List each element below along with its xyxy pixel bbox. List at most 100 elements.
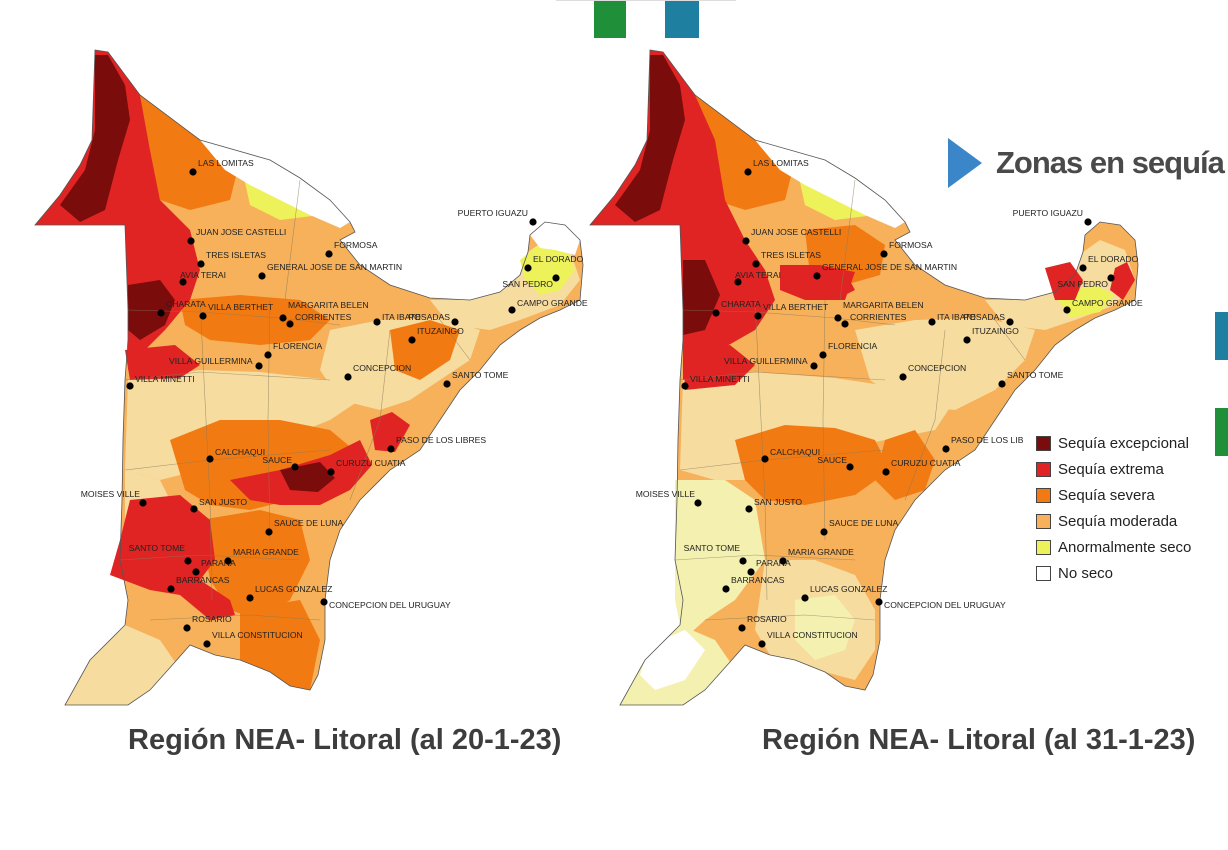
map-caption-right: Región NEA- Litoral (al 31-1-23)	[762, 724, 1196, 756]
city-label: FLORENCIA	[273, 341, 322, 351]
city-marker	[747, 568, 755, 576]
legend-swatch	[1036, 487, 1051, 503]
legend-swatch	[1036, 513, 1051, 529]
city-label: SAN JUSTO	[754, 497, 802, 507]
city-label: SAUCE DE LUNA	[274, 518, 344, 528]
city-marker	[203, 640, 211, 648]
city-label: CHARATA	[166, 299, 206, 309]
city-marker	[779, 557, 787, 565]
city-label: SAUCE DE LUNA	[829, 518, 899, 528]
city-label: ITA IBATE	[382, 312, 421, 322]
city-marker	[846, 463, 854, 471]
city-label: CAMPO GRANDE	[517, 298, 588, 308]
city-label: CONCEPCION	[908, 363, 966, 373]
city-marker	[126, 382, 134, 390]
legend-swatch	[1036, 461, 1051, 477]
city-label: FLORENCIA	[828, 341, 877, 351]
city-label: SANTO TOME	[684, 543, 741, 553]
city-marker	[899, 373, 907, 381]
drought-zone	[125, 345, 200, 380]
district-border	[284, 179, 301, 301]
district-border	[682, 309, 896, 326]
city-label: MARIA GRANDE	[233, 547, 299, 557]
city-label: MOISES VILLE	[636, 489, 695, 499]
district-border	[839, 179, 856, 301]
district-border	[124, 371, 331, 381]
city-label: FORMOSA	[889, 240, 933, 250]
legend-label: Sequía severa	[1058, 486, 1155, 504]
city-label: SAN PEDRO	[1057, 279, 1108, 289]
city-marker	[681, 382, 689, 390]
city-marker	[738, 624, 746, 632]
map-left: LAS LOMITAS JUAN JOSE CASTELLI FORMOSA TRES…	[34, 49, 588, 706]
city-label: CALCHAQUI	[215, 447, 265, 457]
city-label: SAUCE	[262, 455, 292, 465]
district-border	[149, 614, 321, 621]
city-marker	[841, 320, 849, 328]
map-caption-left: Región NEA- Litoral (al 20-1-23)	[128, 724, 562, 756]
legend-item-no-seco: No seco	[1036, 560, 1191, 586]
district-border	[349, 329, 391, 501]
city-marker	[712, 309, 720, 317]
city-label: CAMPO GRANDE	[1072, 298, 1143, 308]
city-marker	[320, 598, 328, 606]
city-label: ITA IBATE	[937, 312, 976, 322]
drought-zone	[110, 495, 235, 620]
district-border	[127, 309, 341, 326]
drought-zone	[370, 412, 410, 452]
city-label: VILLA BERTHET	[763, 302, 829, 312]
drought-zone	[675, 480, 765, 640]
drought-zone	[683, 260, 720, 335]
drought-zone	[60, 55, 130, 222]
city-marker	[963, 336, 971, 344]
city-label: GENERAL JOSE DE SAN MARTIN	[822, 262, 957, 272]
city-label: SAN JUSTO	[199, 497, 247, 507]
deco-line-top	[556, 0, 736, 1]
city-label: MOISES VILLE	[81, 489, 140, 499]
city-label: MARGARITA BELEN	[843, 300, 924, 310]
city-label: VILLA GUILLERMINA	[724, 356, 808, 366]
city-label: MARGARITA BELEN	[288, 300, 369, 310]
city-marker	[373, 318, 381, 326]
city-label: CURUZU CUATIA	[891, 458, 961, 468]
drought-zone	[180, 295, 330, 345]
city-label: SANTO TOME	[1007, 370, 1064, 380]
city-marker	[199, 312, 207, 320]
legend-item-excepcional: Sequía excepcional	[1036, 430, 1191, 456]
legend-item-moderada: Sequía moderada	[1036, 508, 1191, 534]
drought-zone	[1110, 262, 1135, 300]
city-label: POSADAS	[408, 312, 450, 322]
city-label: EL DORADO	[533, 254, 584, 264]
city-label: VILLA MINETTI	[135, 374, 195, 384]
drought-zone	[855, 318, 1035, 410]
city-marker	[524, 264, 532, 272]
city-marker	[694, 499, 702, 507]
district-border	[199, 299, 213, 601]
city-label: ROSARIO	[192, 614, 232, 624]
legend-item-extrema: Sequía extrema	[1036, 456, 1191, 482]
drought-zone	[683, 345, 755, 390]
legend-label: No seco	[1058, 564, 1114, 582]
drought-zone	[128, 280, 175, 340]
city-marker	[197, 260, 205, 268]
city-marker	[820, 528, 828, 536]
city-label: CORRIENTES	[295, 312, 352, 322]
city-marker	[387, 445, 395, 453]
legend-label: Sequía excepcional	[1058, 434, 1189, 452]
district-border	[674, 554, 856, 561]
city-marker	[224, 557, 232, 565]
city-marker	[258, 272, 266, 280]
drought-zone	[755, 140, 905, 228]
city-label: CURUZU CUATIA	[336, 458, 406, 468]
city-label: CORRIENTES	[850, 312, 907, 322]
city-label: VILLA BERTHET	[208, 302, 274, 312]
legend: Sequía excepcional Sequía extrema Sequía…	[1036, 430, 1191, 586]
city-marker	[758, 640, 766, 648]
drought-zone	[875, 430, 935, 500]
city-marker	[880, 250, 888, 258]
city-marker	[734, 278, 742, 286]
city-marker	[739, 557, 747, 565]
city-marker	[189, 168, 197, 176]
city-marker	[167, 585, 175, 593]
city-label: CONCEPCION	[353, 363, 411, 373]
